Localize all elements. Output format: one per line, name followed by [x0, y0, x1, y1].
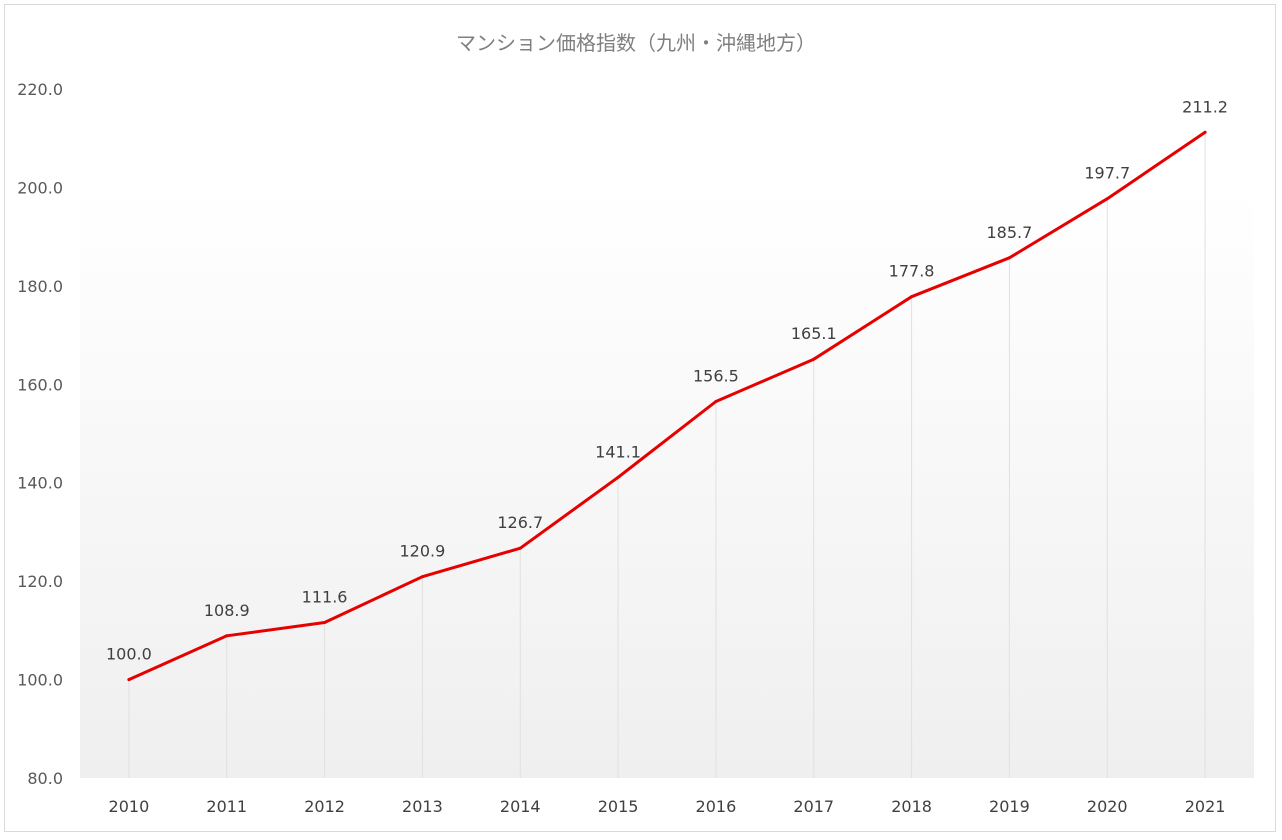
data-label: 156.5: [693, 367, 739, 386]
x-tick-label: 2014: [500, 797, 541, 816]
y-tick-label: 200.0: [17, 178, 63, 197]
y-tick-label: 140.0: [17, 474, 63, 493]
data-label: 177.8: [889, 262, 935, 281]
chart-title: マンション価格指数（九州・沖縄地方）: [456, 31, 816, 55]
x-axis: 2010 2011 2012 2013 2014 2015 2016 2017 2018 2019…: [109, 797, 1226, 816]
data-point: [616, 475, 620, 479]
x-tick-label: 2012: [304, 797, 345, 816]
y-tick-label: 180.0: [17, 277, 63, 296]
y-axis: 80.0 100.0 120.0 140.0 160.0 180.0 200.0 220.0: [17, 80, 63, 788]
x-tick-label: 2021: [1185, 797, 1226, 816]
data-label: 108.9: [204, 601, 250, 620]
y-tick-label: 160.0: [17, 375, 63, 394]
data-point: [1007, 256, 1011, 260]
x-tick-label: 2019: [989, 797, 1030, 816]
data-label: 120.9: [400, 542, 446, 561]
data-point: [812, 357, 816, 361]
y-tick-label: 220.0: [17, 80, 63, 99]
data-point: [1105, 197, 1109, 201]
data-point: [1203, 130, 1207, 134]
y-tick-label: 100.0: [17, 671, 63, 690]
data-label: 197.7: [1084, 164, 1130, 183]
x-tick-label: 2010: [109, 797, 150, 816]
data-labels: 100.0 108.9 111.6 120.9 126.7 141.1 156.5 165.1…: [106, 97, 1228, 663]
x-tick-label: 2015: [598, 797, 639, 816]
data-point: [323, 620, 327, 624]
x-tick-label: 2017: [793, 797, 834, 816]
data-label: 211.2: [1182, 97, 1228, 116]
y-tick-label: 80.0: [27, 769, 63, 788]
data-label: 185.7: [987, 223, 1033, 242]
data-point: [225, 634, 229, 638]
data-label: 100.0: [106, 645, 152, 664]
data-label: 165.1: [791, 324, 837, 343]
data-point: [910, 295, 914, 299]
data-point: [714, 400, 718, 404]
x-tick-label: 2013: [402, 797, 443, 816]
drop-lines: [128, 132, 1206, 778]
y-tick-label: 120.0: [17, 572, 63, 591]
data-point: [420, 575, 424, 579]
data-label: 126.7: [497, 513, 543, 532]
x-tick-label: 2020: [1087, 797, 1128, 816]
data-point: [127, 678, 131, 682]
x-tick-label: 2011: [206, 797, 247, 816]
data-point: [518, 546, 522, 550]
series-line: [127, 130, 1207, 682]
series-group: [127, 130, 1207, 682]
data-label: 141.1: [595, 442, 641, 461]
x-tick-label: 2016: [696, 797, 737, 816]
data-label: 111.6: [302, 587, 348, 606]
plot-area: [80, 189, 1254, 778]
x-tick-label: 2018: [891, 797, 932, 816]
